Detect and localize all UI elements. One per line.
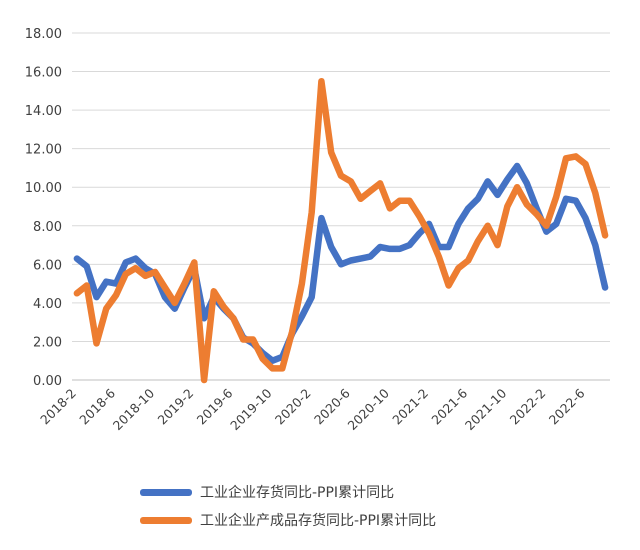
x-tick-label: 2019-2 [154,386,196,428]
series-line-finished-goods [73,77,609,384]
legend-item-inventory: 工业企业存货同比-PPI累计同比 [140,478,436,506]
x-tick-label: 2020-2 [272,386,314,428]
x-tick-label: 2020-10 [344,385,392,433]
y-tick-label: 4.00 [33,297,62,312]
legend: 工业企业存货同比-PPI累计同比 工业企业产成品存货同比-PPI累计同比 [140,478,436,534]
x-tick-label: 2019-10 [227,385,275,433]
y-tick-label: 16.00 [25,66,62,81]
x-axis-ticks: 2018-22018-62018-102019-22019-62019-1020… [37,385,588,433]
y-tick-label: 6.00 [33,258,62,273]
x-tick-label: 2021-10 [462,385,510,433]
y-tick-label: 10.00 [25,181,62,196]
legend-label: 工业企业存货同比-PPI累计同比 [200,485,395,501]
legend-label: 工业企业产成品存货同比-PPI累计同比 [200,513,437,529]
line-chart: 0.00 2.00 4.00 6.00 8.00 10.00 12.00 14.00 16.00… [25,27,610,433]
x-tick-label: 2018-10 [110,385,158,433]
y-tick-label: 8.00 [33,220,62,235]
x-tick-label: 2021-2 [389,386,431,428]
series-lines [73,77,609,384]
y-tick-label: 12.00 [25,143,62,158]
y-tick-label: 0.00 [33,374,62,389]
legend-swatch-orange [140,516,192,524]
y-tick-label: 18.00 [25,27,62,42]
series-line-inventory [73,162,609,364]
gridlines [72,32,610,342]
y-axis-ticks: 0.00 2.00 4.00 6.00 8.00 10.00 12.00 14.00 16.00… [25,27,62,389]
y-tick-label: 14.00 [25,104,62,119]
x-tick-label: 2022-6 [546,385,588,427]
legend-item-finished-goods: 工业企业产成品存货同比-PPI累计同比 [140,506,436,534]
y-tick-label: 2.00 [33,335,62,350]
x-tick-label: 2018-2 [37,386,79,428]
x-tick-label: 2022-2 [507,386,549,428]
legend-swatch-blue [140,488,192,496]
